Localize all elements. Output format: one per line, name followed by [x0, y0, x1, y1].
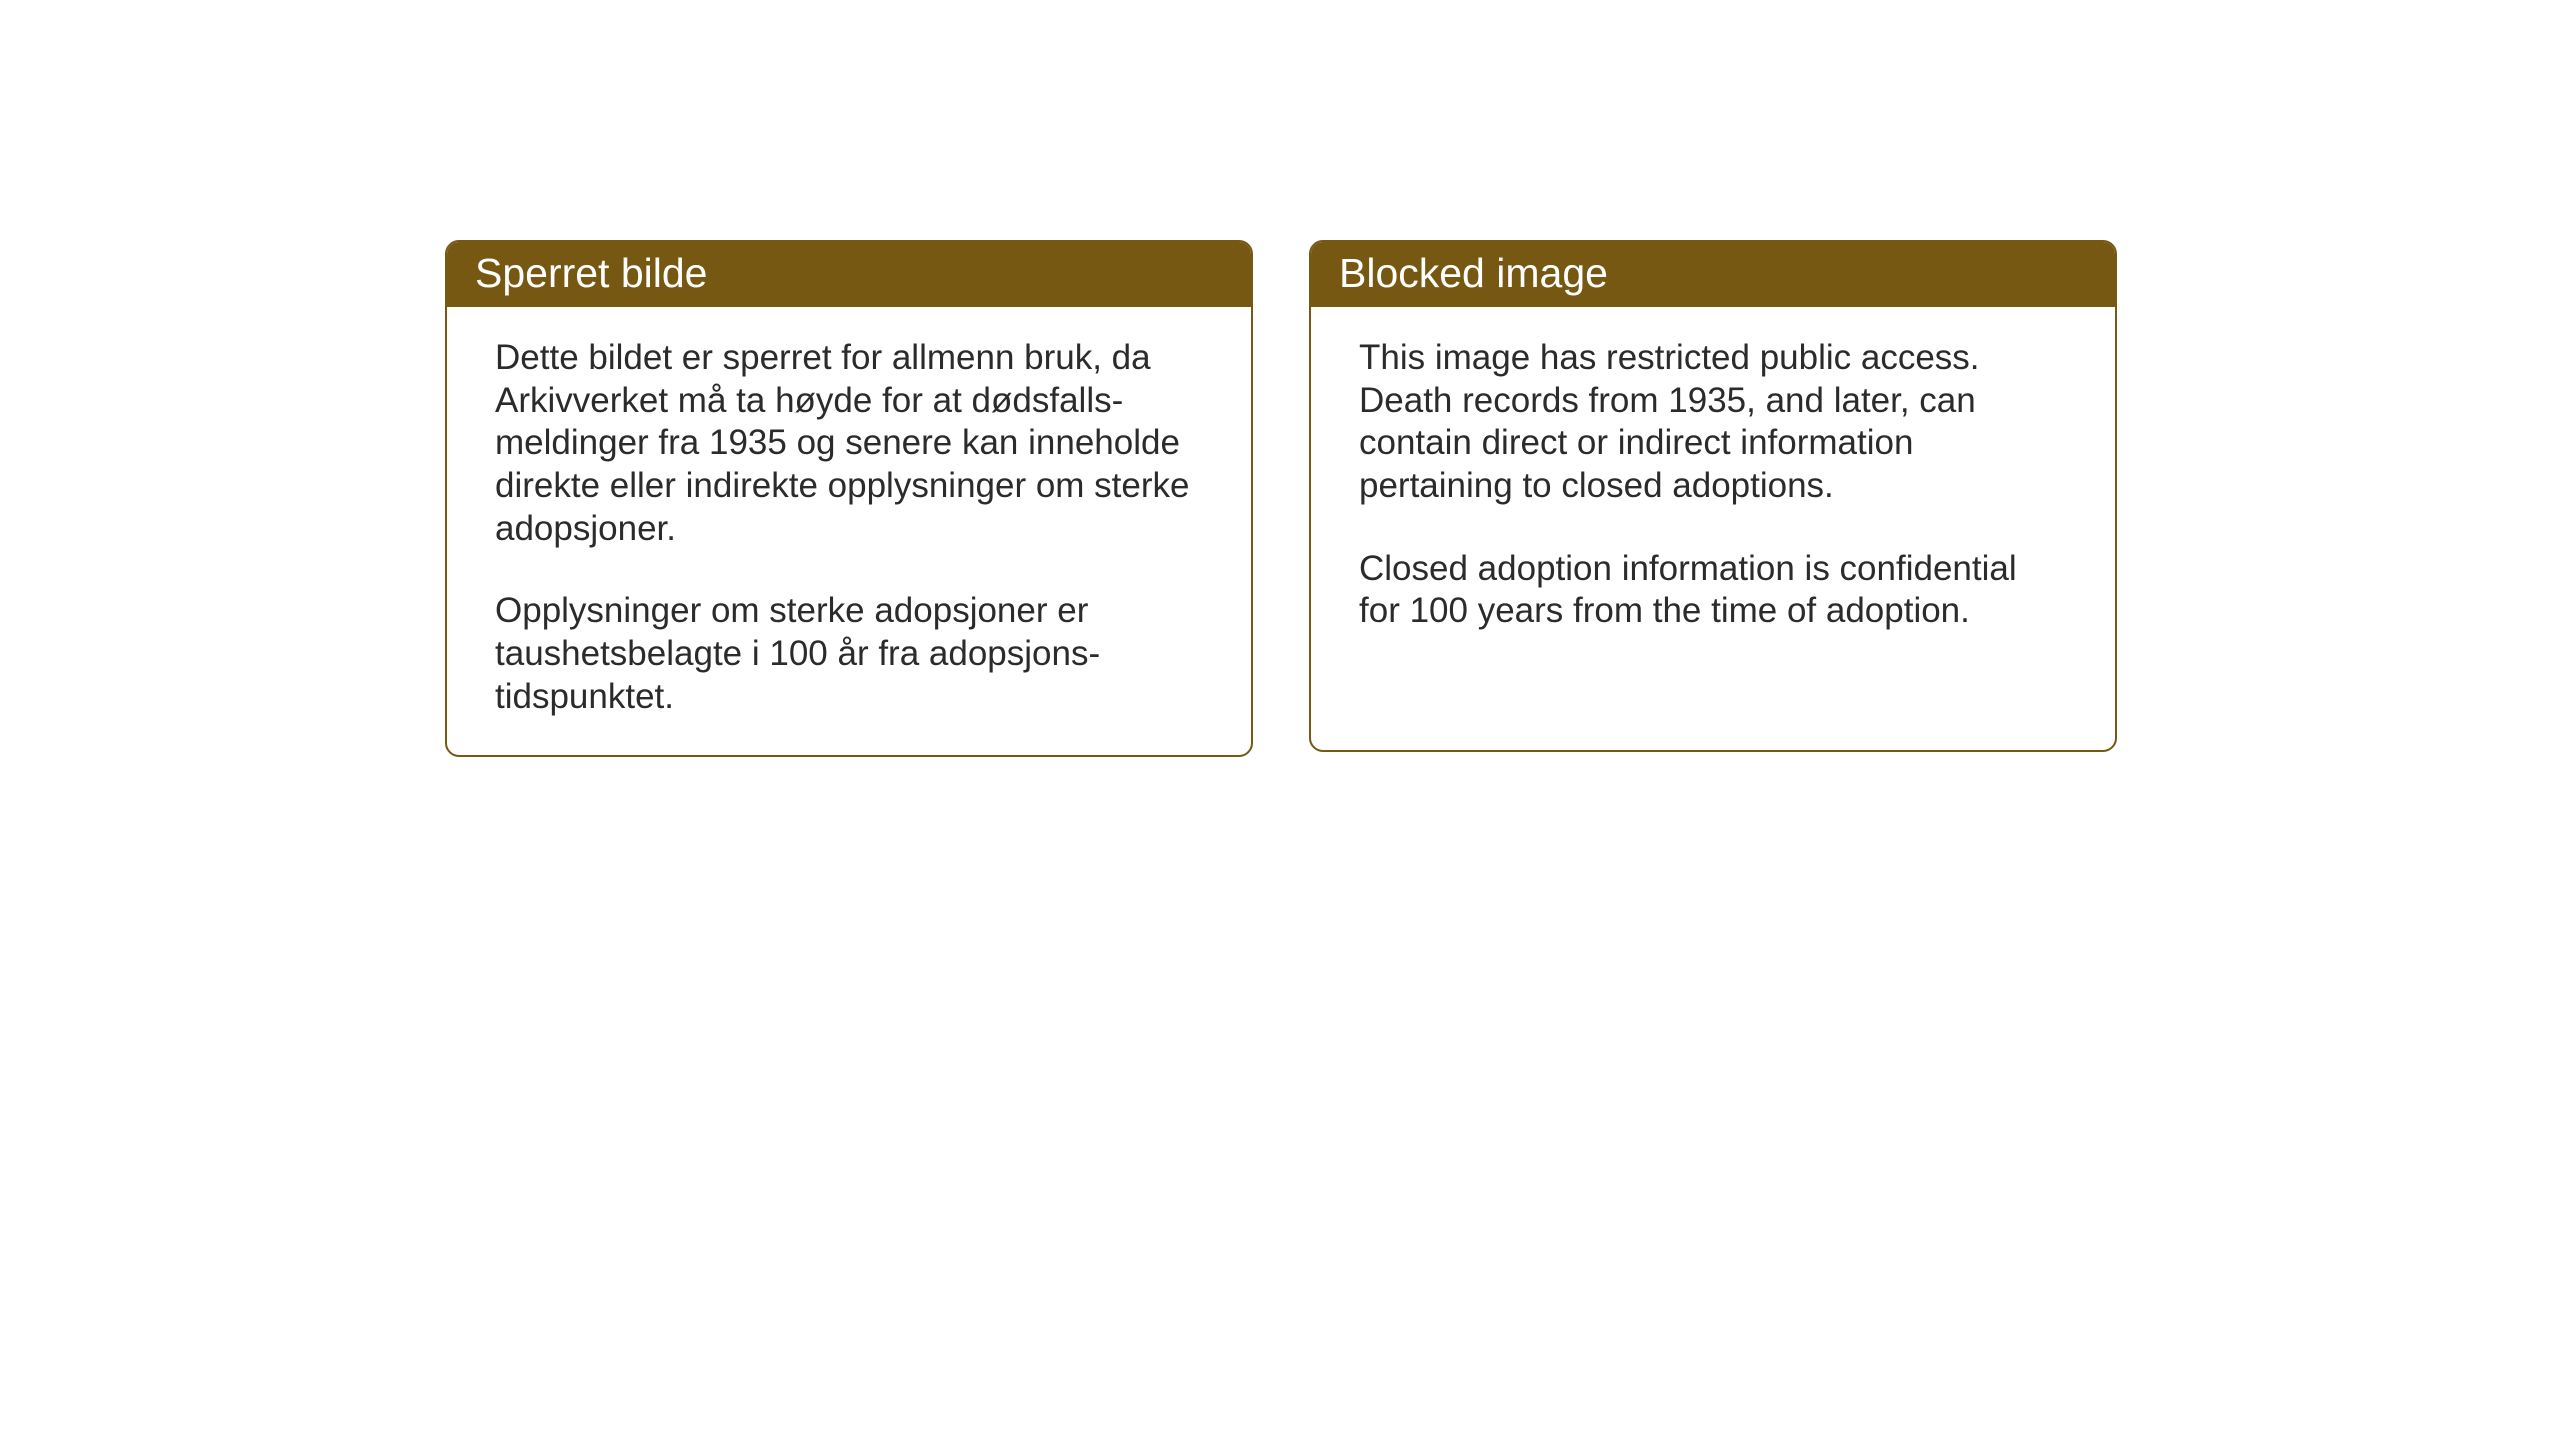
notice-paragraph-1-norwegian: Dette bildet er sperret for allmenn bruk… — [495, 337, 1203, 550]
notice-paragraph-2-english: Closed adoption information is confident… — [1359, 548, 2067, 633]
notice-cards-container: Sperret bilde Dette bildet er sperret fo… — [445, 240, 2117, 757]
notice-card-norwegian: Sperret bilde Dette bildet er sperret fo… — [445, 240, 1253, 757]
card-header-english: Blocked image — [1311, 242, 2115, 307]
notice-paragraph-1-english: This image has restricted public access.… — [1359, 337, 2067, 508]
card-header-norwegian: Sperret bilde — [447, 242, 1251, 307]
card-title-norwegian: Sperret bilde — [475, 250, 707, 296]
notice-paragraph-2-norwegian: Opplysninger om sterke adopsjoner er tau… — [495, 590, 1203, 718]
card-body-english: This image has restricted public access.… — [1311, 307, 2115, 669]
notice-card-english: Blocked image This image has restricted … — [1309, 240, 2117, 752]
card-body-norwegian: Dette bildet er sperret for allmenn bruk… — [447, 307, 1251, 755]
card-title-english: Blocked image — [1339, 250, 1608, 296]
